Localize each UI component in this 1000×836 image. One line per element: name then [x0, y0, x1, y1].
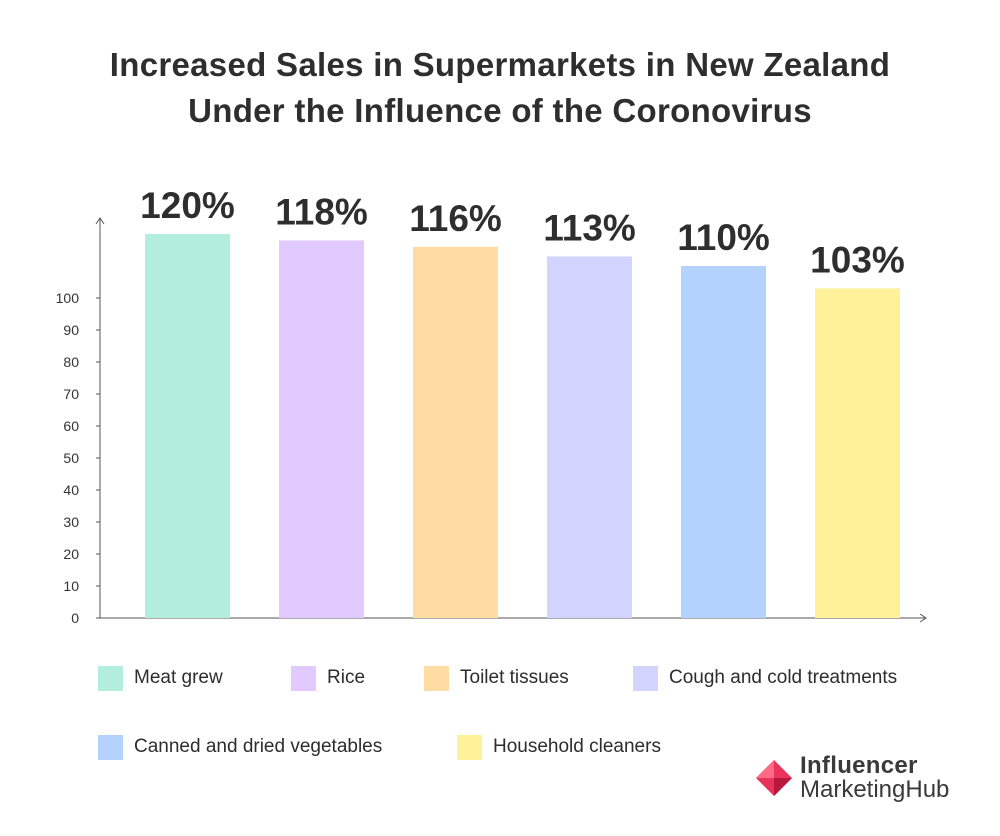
bar-5	[681, 266, 766, 618]
legend-item: Toilet tissues	[424, 664, 569, 692]
legend-label: Canned and dried vegetables	[134, 736, 383, 757]
x-axis-arrow	[919, 613, 927, 623]
y-tick-label-90: 90	[63, 322, 79, 338]
data-label-4: 113%	[543, 207, 636, 248]
bar-chart: 0 10 20 30 40 50 60 70 80 90 100 120% 118% 116% 113% 11…	[56, 185, 927, 626]
logo-text-influencer: Influencer	[800, 752, 918, 779]
legend-item: Meat grew	[98, 664, 223, 692]
legend-item: Cough and cold treatments	[633, 664, 897, 692]
chart-title-line2: Under the Influence of the Coronovirus	[188, 92, 812, 129]
legend-label: Household cleaners	[493, 736, 661, 757]
y-tick-label-10: 10	[63, 578, 79, 594]
y-tick-label-20: 20	[63, 546, 79, 562]
chart-title-line1: Increased Sales in Supermarkets in New Z…	[109, 46, 891, 83]
chart-title: Increased Sales in Supermarkets in New Z…	[0, 42, 1000, 134]
legend-swatch	[98, 665, 123, 691]
legend-swatch	[457, 734, 482, 760]
legend-label: Toilet tissues	[460, 667, 569, 688]
bar-2	[279, 240, 364, 618]
data-label-5: 110%	[677, 217, 770, 258]
bar-4	[547, 256, 632, 618]
y-tick-label-100: 100	[56, 290, 80, 306]
y-tick-label-70: 70	[63, 386, 79, 402]
legend-swatch	[424, 665, 449, 691]
influencer-marketing-hub-logo: Influencer MarketingHub	[752, 752, 972, 812]
data-label-2: 118%	[275, 191, 368, 232]
y-tick-label-0: 0	[71, 610, 79, 626]
y-axis-arrow	[95, 217, 105, 225]
y-tick-label-30: 30	[63, 514, 79, 530]
y-tick-label-80: 80	[63, 354, 79, 370]
y-tick-label-60: 60	[63, 418, 79, 434]
legend-label: Cough and cold treatments	[669, 667, 898, 688]
bar-3	[413, 246, 498, 619]
legend-swatch	[291, 665, 316, 691]
data-label-1: 120%	[140, 185, 235, 226]
logo-text-marketinghub: MarketingHub	[800, 776, 950, 803]
data-label-6: 103%	[810, 239, 905, 280]
bar-6	[815, 288, 900, 618]
y-tick-label-50: 50	[63, 450, 79, 466]
y-tick-label-40: 40	[63, 482, 79, 498]
legend-label: Meat grew	[134, 667, 223, 688]
data-label-3: 116%	[409, 198, 502, 239]
legend-label: Rice	[327, 667, 366, 688]
legend-swatch	[633, 665, 658, 691]
legend-item: Canned and dried vegetables	[98, 733, 382, 761]
legend-swatch	[98, 734, 123, 760]
legend-item: Rice	[291, 664, 365, 692]
legend-item: Household cleaners	[457, 733, 661, 761]
logo-mark-icon	[756, 760, 792, 796]
bar-1	[145, 234, 230, 618]
